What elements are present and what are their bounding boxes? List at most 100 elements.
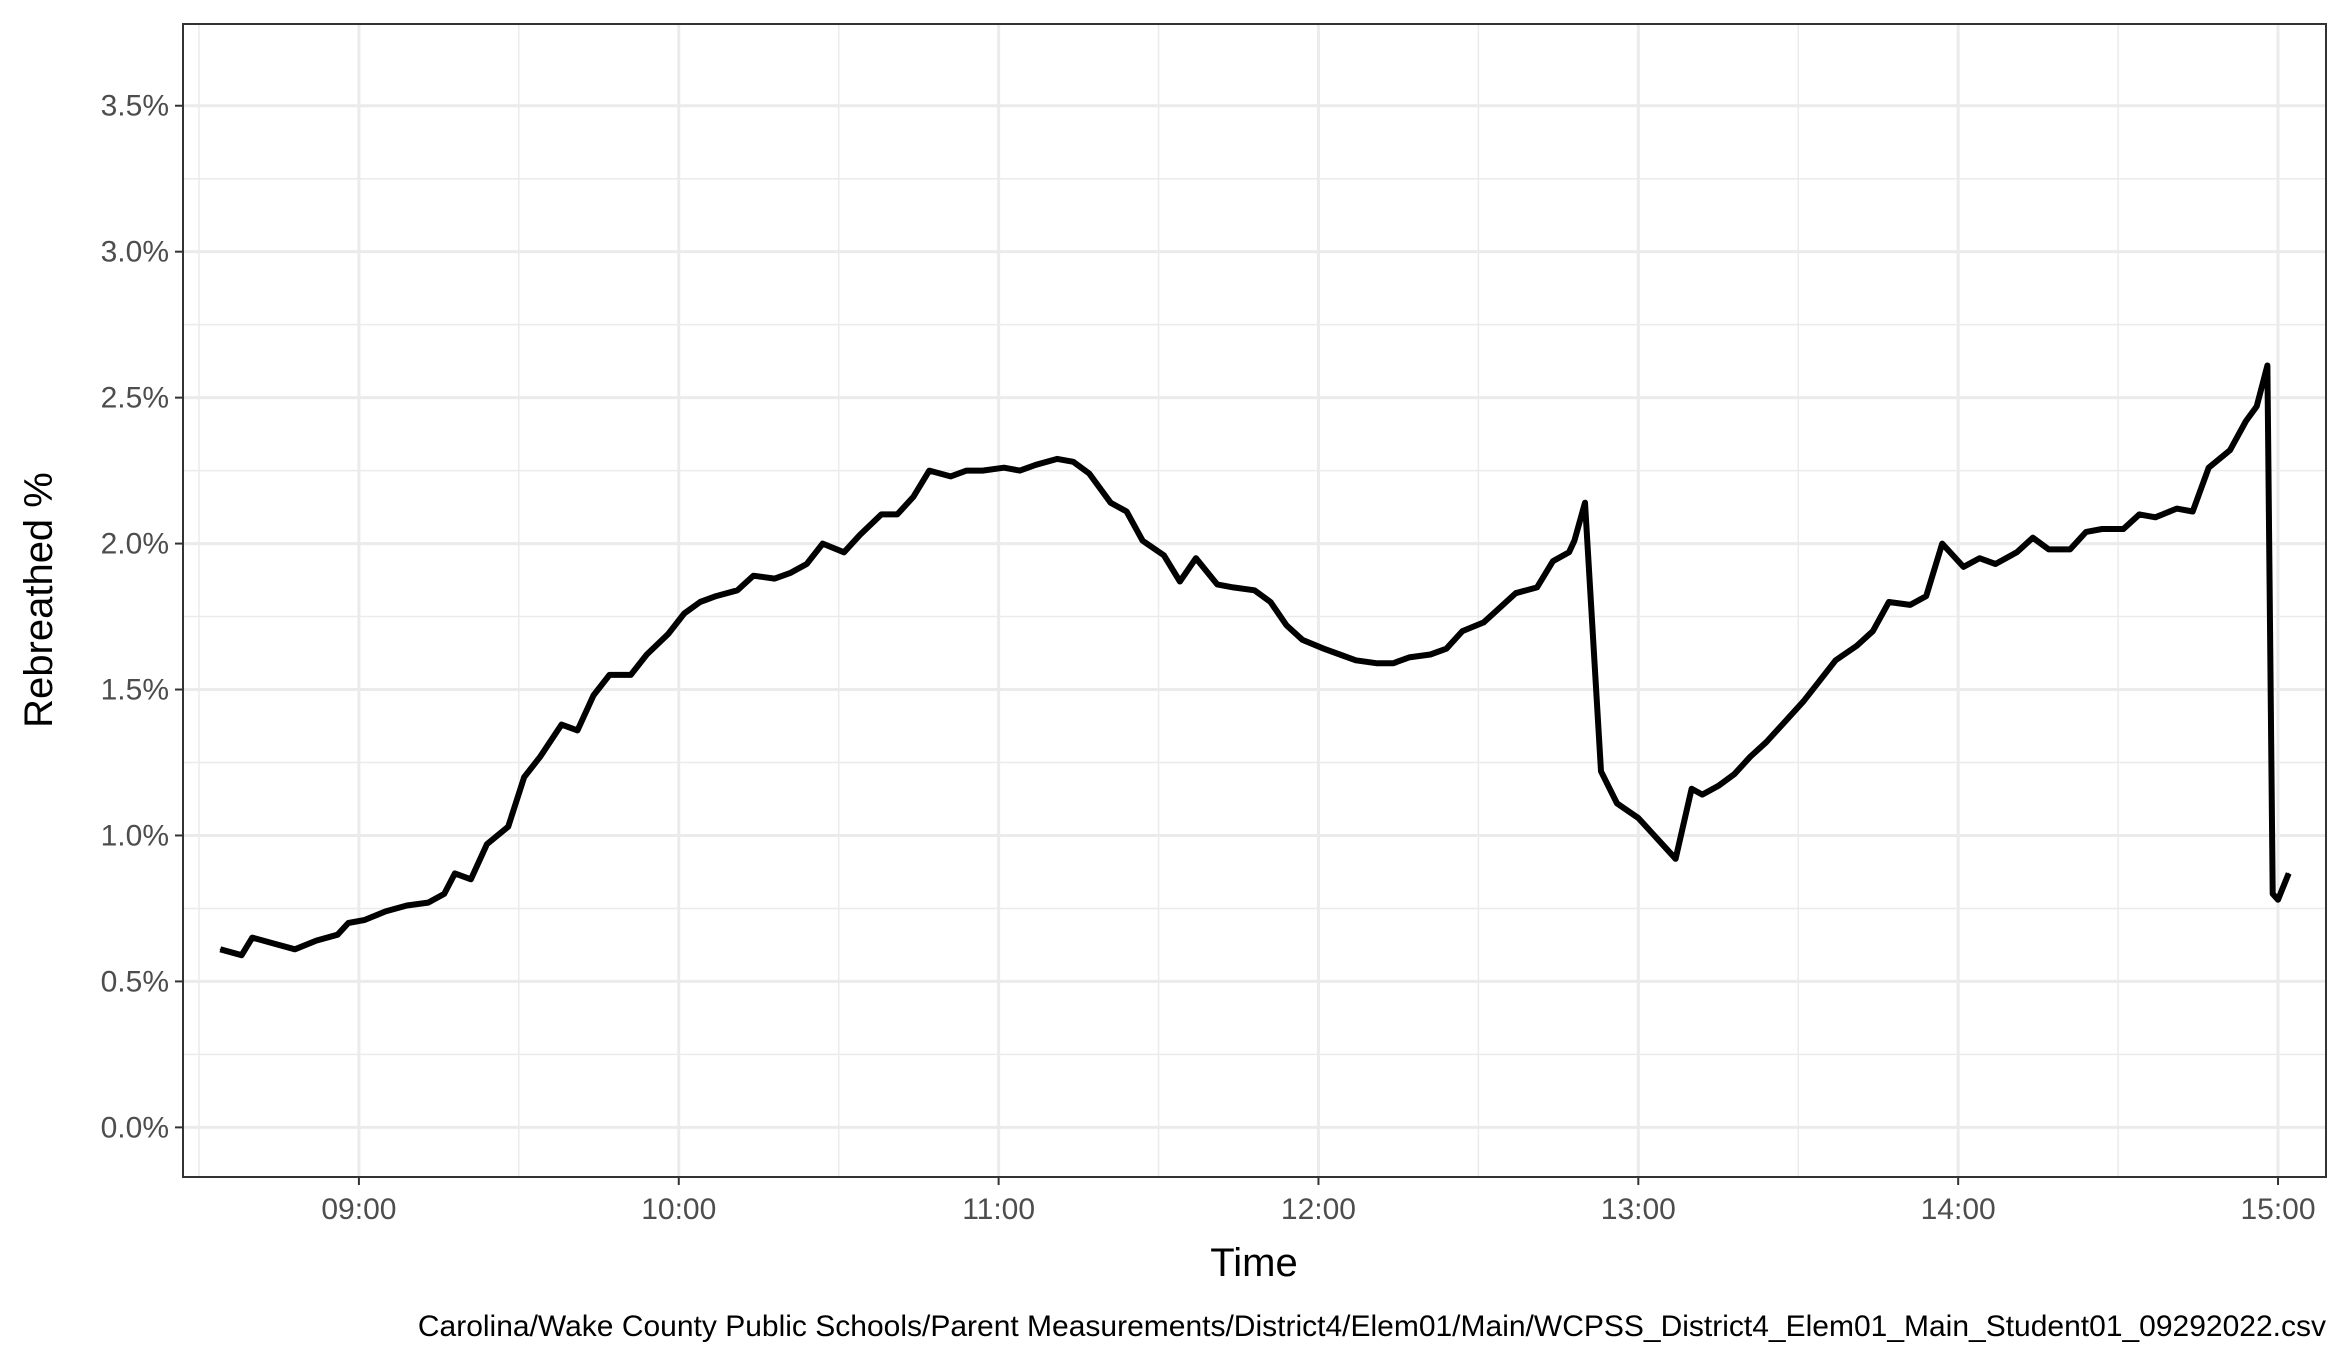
data-point <box>736 589 739 591</box>
data-point <box>1408 656 1410 659</box>
data-point <box>1323 648 1325 650</box>
data-point <box>1126 510 1128 513</box>
data-point <box>1749 756 1751 758</box>
y-tick-label: 3.0% <box>101 236 169 269</box>
x-tick-label: 13:00 <box>1601 1193 1676 1226</box>
data-point <box>822 543 824 545</box>
data-point <box>454 872 456 875</box>
data-point <box>646 653 648 656</box>
major-gridlines <box>183 24 2326 1177</box>
data-point <box>1819 680 1821 682</box>
x-tick-label: 09:00 <box>321 1193 396 1226</box>
data-point <box>1584 502 1586 504</box>
data-point <box>507 826 509 828</box>
data-point <box>2069 548 2071 551</box>
data-point <box>1163 554 1165 556</box>
data-point <box>1962 566 1965 568</box>
data-point <box>1925 595 1927 597</box>
data-point <box>2085 531 2087 533</box>
y-tick-label: 1.0% <box>101 819 169 852</box>
data-point <box>1536 586 1538 589</box>
data-point <box>752 575 755 577</box>
data-point <box>2208 467 2210 469</box>
data-point <box>1355 659 1357 661</box>
data-point <box>1568 551 1570 553</box>
data-point <box>1733 773 1735 775</box>
y-tick-label: 3.5% <box>101 90 169 123</box>
data-point <box>1941 543 1943 545</box>
data-point <box>2266 364 2268 367</box>
data-point <box>2245 420 2247 422</box>
data-point <box>1600 770 1602 772</box>
data-point <box>1216 583 1218 586</box>
data-point <box>950 475 952 477</box>
data-point <box>1653 834 1655 837</box>
data-point <box>347 922 349 924</box>
data-point <box>699 601 701 603</box>
minor-gridlines <box>183 24 2326 1177</box>
x-tick-label: 10:00 <box>641 1193 716 1226</box>
data-point <box>560 724 563 726</box>
data-point <box>1445 648 1447 650</box>
data-point <box>1269 601 1272 603</box>
data-point <box>1035 464 1037 466</box>
data-point <box>1072 461 1074 463</box>
data-point <box>1637 817 1639 819</box>
data-point <box>1195 557 1197 559</box>
data-point <box>1088 472 1090 475</box>
data-point <box>843 551 845 553</box>
data-point <box>1142 540 1144 542</box>
data-point <box>2192 510 2194 513</box>
data-point <box>1909 604 1911 606</box>
data-point <box>1461 630 1463 632</box>
data-point <box>443 893 445 895</box>
data-point <box>1664 846 1666 848</box>
y-tick-label: 0.0% <box>101 1111 169 1144</box>
data-point <box>592 694 595 697</box>
data-point <box>1856 645 1858 647</box>
data-point <box>1056 458 1058 460</box>
x-tick-label: 12:00 <box>1281 1193 1356 1226</box>
x-tick-label: 11:00 <box>962 1193 1035 1226</box>
data-point <box>667 633 669 635</box>
data-point <box>486 843 488 845</box>
data-point <box>2272 893 2274 895</box>
series-group <box>219 362 2292 959</box>
data-point <box>1616 802 1618 805</box>
data-point <box>1285 624 1288 626</box>
data-point <box>683 613 685 615</box>
data-point <box>2288 872 2290 875</box>
data-point <box>2101 528 2103 530</box>
data-point <box>806 563 808 565</box>
data-point <box>1253 589 1256 591</box>
data-point <box>859 534 861 536</box>
data-point <box>1499 607 1501 609</box>
data-point <box>1691 788 1693 790</box>
caption: Carolina/Wake County Public Schools/Pare… <box>418 1310 2326 1343</box>
data-point <box>1301 639 1304 641</box>
data-point <box>1717 785 1719 787</box>
data-point <box>427 902 429 904</box>
data-point <box>912 496 914 498</box>
data-point <box>1888 601 1890 603</box>
data-point <box>1994 563 1997 565</box>
data-point <box>273 942 275 945</box>
data-point <box>2048 548 2050 551</box>
data-point <box>1765 741 1767 743</box>
data-point <box>385 910 387 913</box>
y-tick-label: 2.0% <box>101 528 169 561</box>
data-point <box>2122 528 2124 530</box>
data-point <box>363 919 365 921</box>
data-point <box>1675 858 1677 860</box>
x-axis-title: Time <box>1210 1241 1297 1285</box>
data-point <box>315 940 317 942</box>
plot-panel-border <box>182 23 2327 1178</box>
x-tick-label: 15:00 <box>2240 1193 2315 1226</box>
data-point <box>1019 470 1021 472</box>
data-point <box>2277 899 2279 901</box>
data-point <box>966 470 968 472</box>
data-point <box>1339 653 1341 656</box>
data-point <box>896 513 898 516</box>
y-axis: 0.0% 0.5% 1.0% 1.5% 2.0% 2.5% 3.0% 3.5% <box>101 90 183 1144</box>
